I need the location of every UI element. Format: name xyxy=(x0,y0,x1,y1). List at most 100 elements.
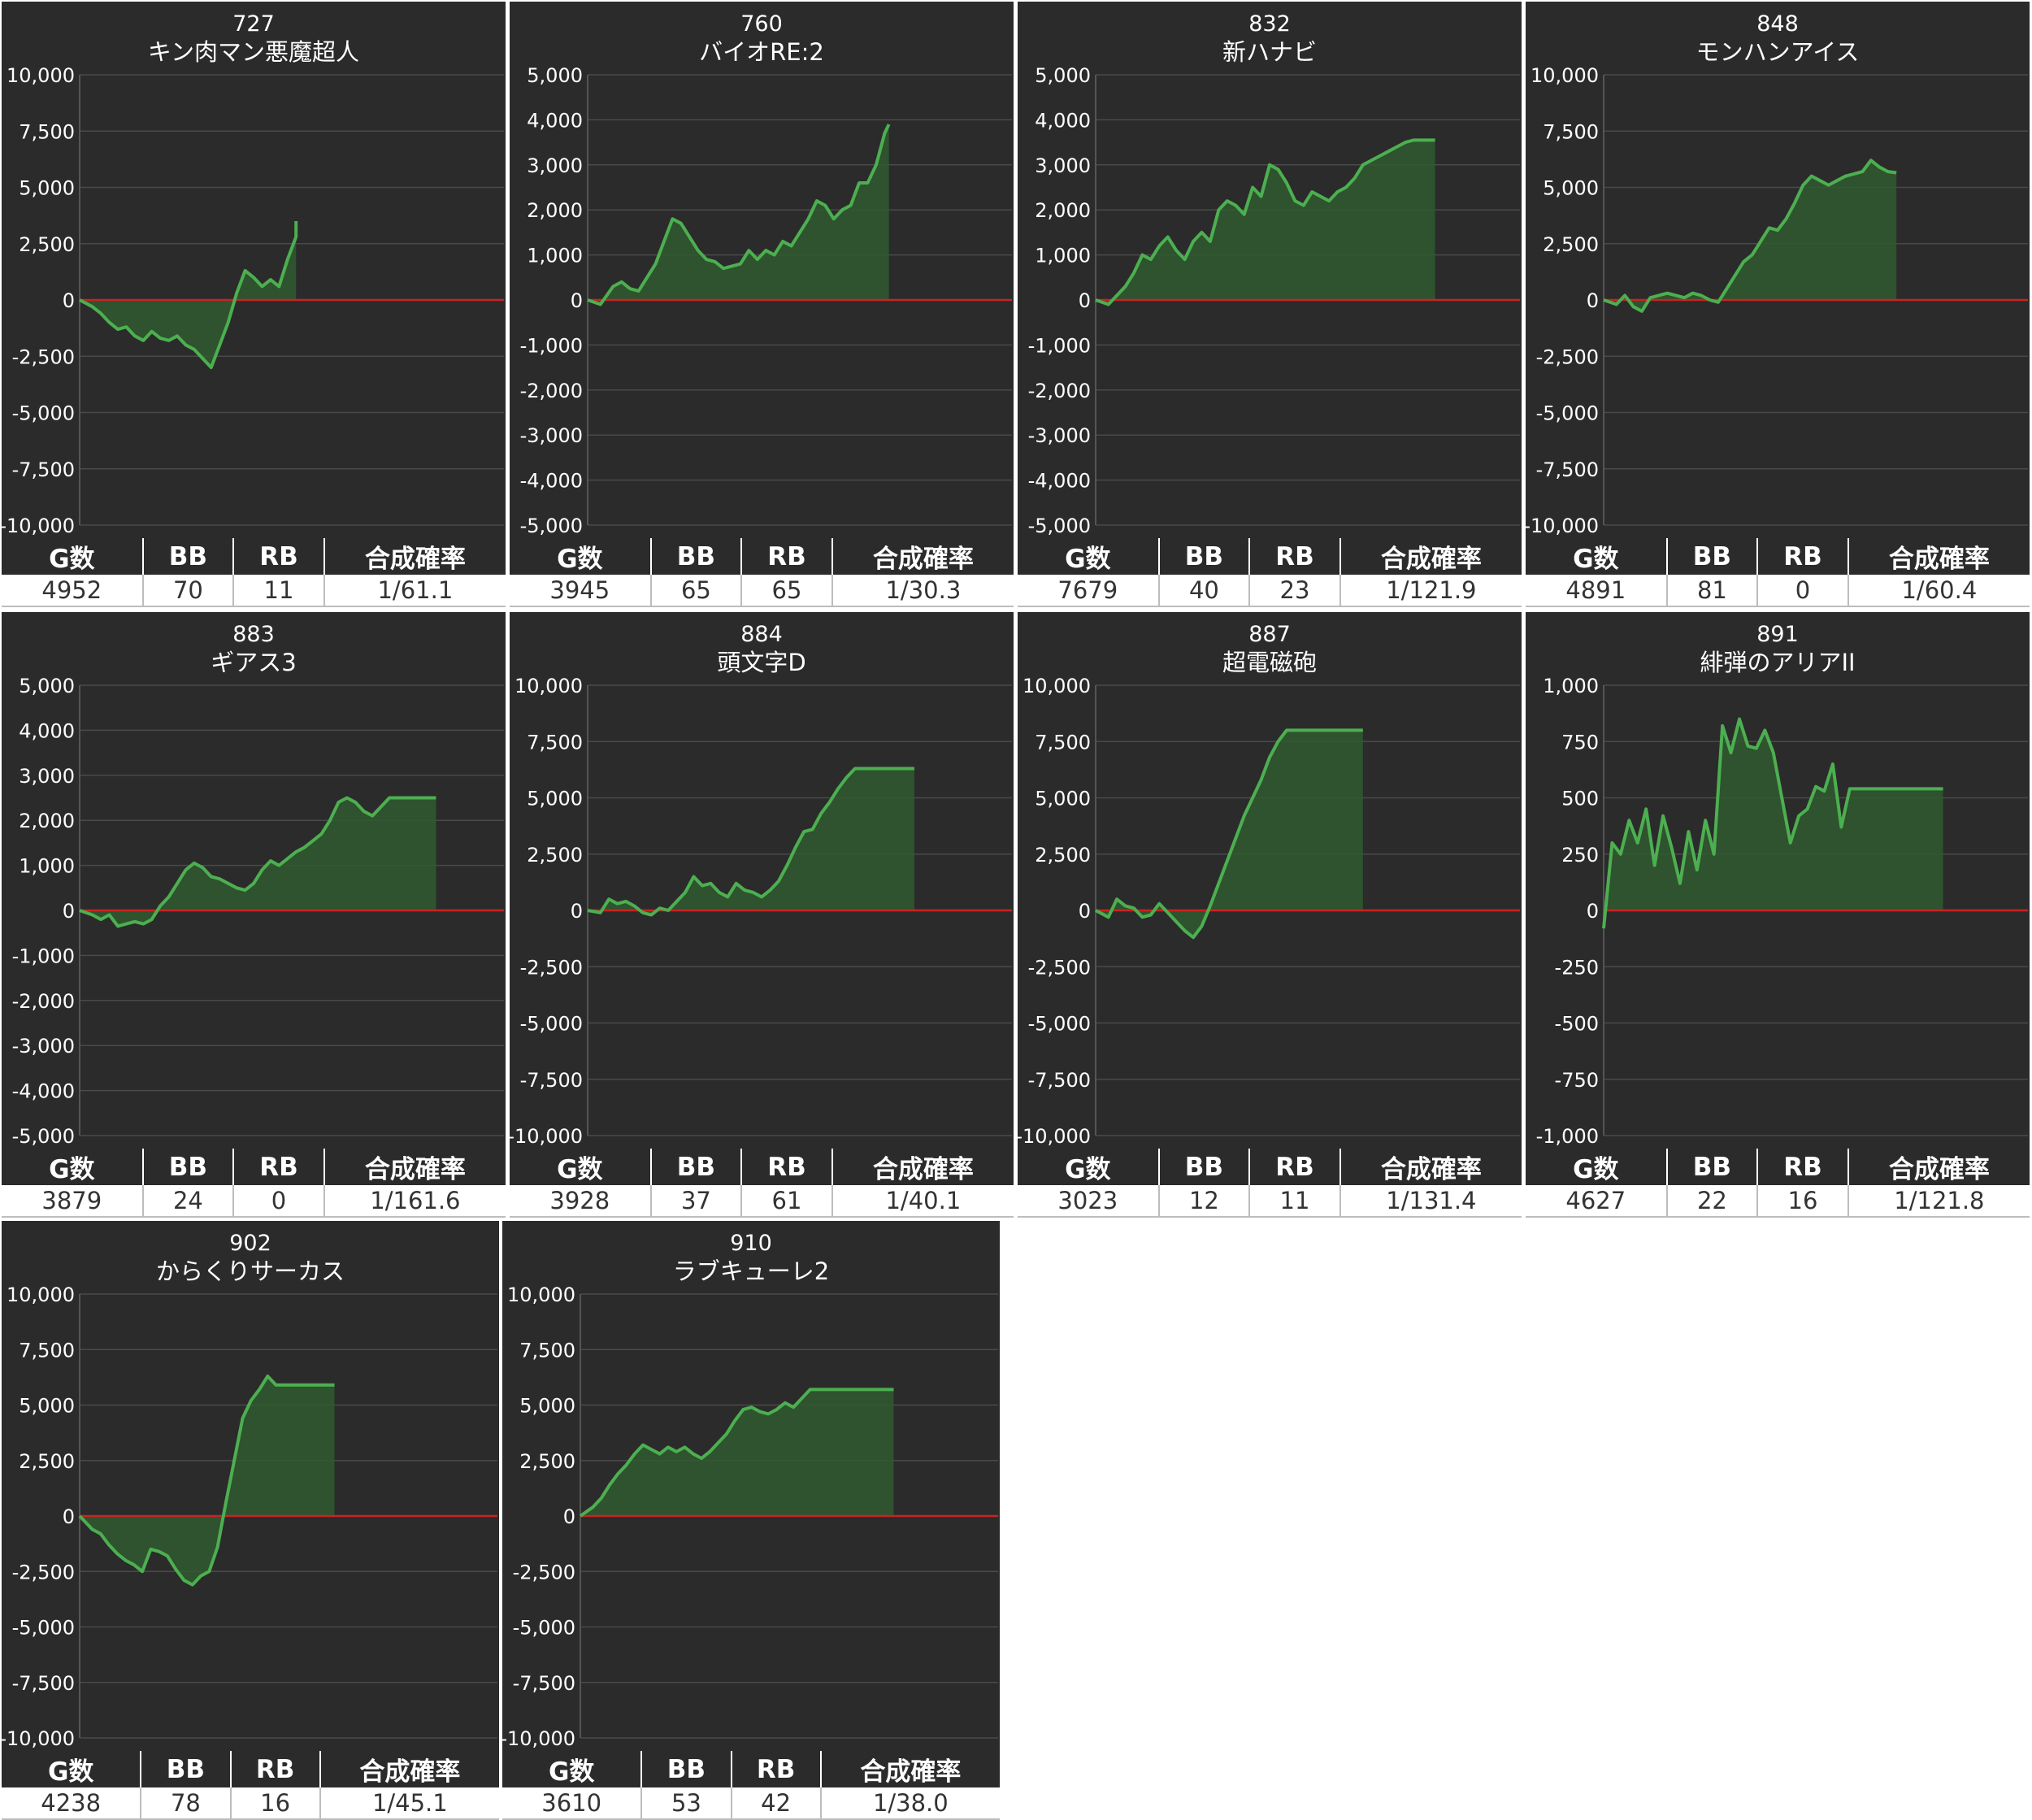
stats-header-rb: RB xyxy=(229,1751,320,1787)
stats-header-rb: RB xyxy=(1756,538,1848,575)
stats-value-g: 3928 xyxy=(510,1185,651,1218)
y-tick-label: 2,000 xyxy=(19,810,75,832)
y-tick-label: -2,500 xyxy=(1536,345,1599,368)
y-tick-label: 750 xyxy=(1561,731,1599,754)
y-tick-label: 2,500 xyxy=(1543,233,1599,256)
machine-number: 760 xyxy=(740,11,783,37)
stats-header-rb: RB xyxy=(1248,538,1340,575)
y-tick-label: -7,500 xyxy=(520,1069,583,1092)
stats-header-rb: RB xyxy=(1248,1149,1340,1185)
y-tick-label: -7,500 xyxy=(12,1672,75,1695)
machine-panel-910: 910 ラブキューレ2 10,000 7,500 5,000 2,500 0 -2,500 -5… xyxy=(502,1221,1000,1820)
chart-area: 902 からくりサーカス 10,000 7,500 5,000 2,500 0 -2,500 -… xyxy=(2,1221,499,1751)
y-tick-label: 10,000 xyxy=(515,675,583,697)
y-tick-label: 0 xyxy=(563,1505,575,1528)
y-tick-label: 0 xyxy=(571,289,583,312)
chart-area: 887 超電磁砲 10,000 7,500 5,000 2,500 0 -2,500 -5,00… xyxy=(1018,612,1522,1149)
stats-value-g: 3023 xyxy=(1018,1185,1159,1218)
y-tick-label: 5,000 xyxy=(19,1395,75,1418)
y-tick-label: 1,000 xyxy=(1543,675,1599,697)
stats-value-rate: 1/161.6 xyxy=(323,1185,506,1218)
y-tick-label: -10,000 xyxy=(2,1727,75,1750)
stats-value-rate: 1/38.0 xyxy=(819,1787,1000,1820)
stats-value-bb: 12 xyxy=(1157,1185,1250,1218)
stats-header-g: G数 xyxy=(1526,538,1667,575)
y-tick-label: -10,000 xyxy=(1018,1125,1091,1148)
y-tick-label: 2,000 xyxy=(1035,199,1091,222)
stats-table: G数 BB RB 合成確率 3023 12 11 1/131.4 xyxy=(1018,1149,1522,1218)
stats-header-bb: BB xyxy=(141,538,234,575)
machine-number: 891 xyxy=(1756,622,1799,647)
y-tick-label: -5,000 xyxy=(1028,515,1091,537)
machine-panel-902: 902 からくりサーカス 10,000 7,500 5,000 2,500 0 -2,500 -… xyxy=(2,1221,499,1820)
stats-header-bb: BB xyxy=(649,538,742,575)
y-tick-label: -2,500 xyxy=(12,1561,75,1583)
y-tick-label: 0 xyxy=(63,900,75,923)
y-tick-label: 7,500 xyxy=(527,731,583,754)
stats-value-rb: 42 xyxy=(730,1787,821,1820)
stats-header-bb: BB xyxy=(1157,538,1250,575)
y-tick-label: 5,000 xyxy=(527,64,583,87)
stats-value-rb: 0 xyxy=(232,1185,324,1218)
y-tick-label: 7,500 xyxy=(19,1339,75,1362)
stats-value-bb: 53 xyxy=(640,1787,732,1820)
stats-value-bb: 78 xyxy=(140,1787,231,1820)
machine-title: バイオRE:2 xyxy=(699,38,824,66)
chart-area: 884 頭文字D 10,000 7,500 5,000 2,500 0 -2,500 -5,00… xyxy=(510,612,1014,1149)
y-tick-label: 3,000 xyxy=(19,765,75,788)
stats-value-g: 4238 xyxy=(2,1787,141,1820)
y-tick-label: -7,500 xyxy=(513,1672,575,1695)
machine-title: 超電磁砲 xyxy=(1222,649,1317,676)
series-area xyxy=(80,221,297,368)
series-area xyxy=(80,1376,335,1585)
y-tick-label: 10,000 xyxy=(1531,64,1599,87)
stats-header-bb: BB xyxy=(1665,538,1758,575)
machine-title: モンハンアイス xyxy=(1696,38,1860,66)
stats-value-rate: 1/45.1 xyxy=(319,1787,499,1820)
series-line xyxy=(79,796,436,928)
stats-header-rate: 合成確率 xyxy=(323,538,506,575)
y-tick-label: -3,000 xyxy=(520,424,583,447)
y-tick-label: 0 xyxy=(571,900,583,923)
y-tick-label: -1,000 xyxy=(520,334,583,357)
stats-value-rate: 1/30.3 xyxy=(831,575,1014,607)
y-tick-label: 5,000 xyxy=(1035,788,1091,810)
stats-header-rate: 合成確率 xyxy=(323,1149,506,1185)
series-area xyxy=(80,797,436,927)
machine-panel-891: 891 緋弾のアリアII 1,000 750 500 250 0 -250 -500 -750 -1… xyxy=(1526,612,2030,1218)
stats-value-rb: 16 xyxy=(1756,1185,1848,1218)
chart-area: 760 バイオRE:2 5,000 4,000 3,000 2,000 1,000 0 -1,0… xyxy=(510,2,1014,538)
y-tick-label: 5,000 xyxy=(19,675,75,697)
stats-value-bb: 65 xyxy=(649,575,742,607)
y-tick-label: 4,000 xyxy=(1035,109,1091,132)
chart-area: 848 モンハンアイス 10,000 7,500 5,000 2,500 0 -2,500 -5… xyxy=(1526,2,2030,538)
y-tick-label: -3,000 xyxy=(12,1035,75,1058)
stats-header-g: G数 xyxy=(1018,1149,1159,1185)
series-area xyxy=(580,1389,894,1516)
y-tick-label: -10,000 xyxy=(510,1125,583,1148)
y-tick-label: 0 xyxy=(1079,289,1091,312)
series-line xyxy=(1602,717,1943,929)
y-tick-label: -5,000 xyxy=(520,1013,583,1036)
y-tick-label: 2,000 xyxy=(527,199,583,222)
stats-value-rate: 1/61.1 xyxy=(323,575,506,607)
series-line xyxy=(579,1388,894,1518)
machine-title: ギアス3 xyxy=(211,649,296,676)
machine-panel-887: 887 超電磁砲 10,000 7,500 5,000 2,500 0 -2,500 -5,00… xyxy=(1018,612,1522,1218)
y-tick-label: -2,000 xyxy=(1028,380,1091,402)
stats-value-bb: 37 xyxy=(649,1185,742,1218)
y-tick-label: -5,000 xyxy=(1028,1013,1091,1036)
stats-header-bb: BB xyxy=(649,1149,742,1185)
series-area xyxy=(588,124,889,305)
machine-panel-727: 727 キン肉マン悪魔超人 10,000 7,500 5,000 2,500 0 -2,500… xyxy=(2,2,506,607)
machine-number: 884 xyxy=(740,622,783,647)
stats-header-g: G数 xyxy=(2,538,143,575)
y-tick-label: 5,000 xyxy=(527,788,583,810)
y-tick-label: 0 xyxy=(63,289,75,312)
